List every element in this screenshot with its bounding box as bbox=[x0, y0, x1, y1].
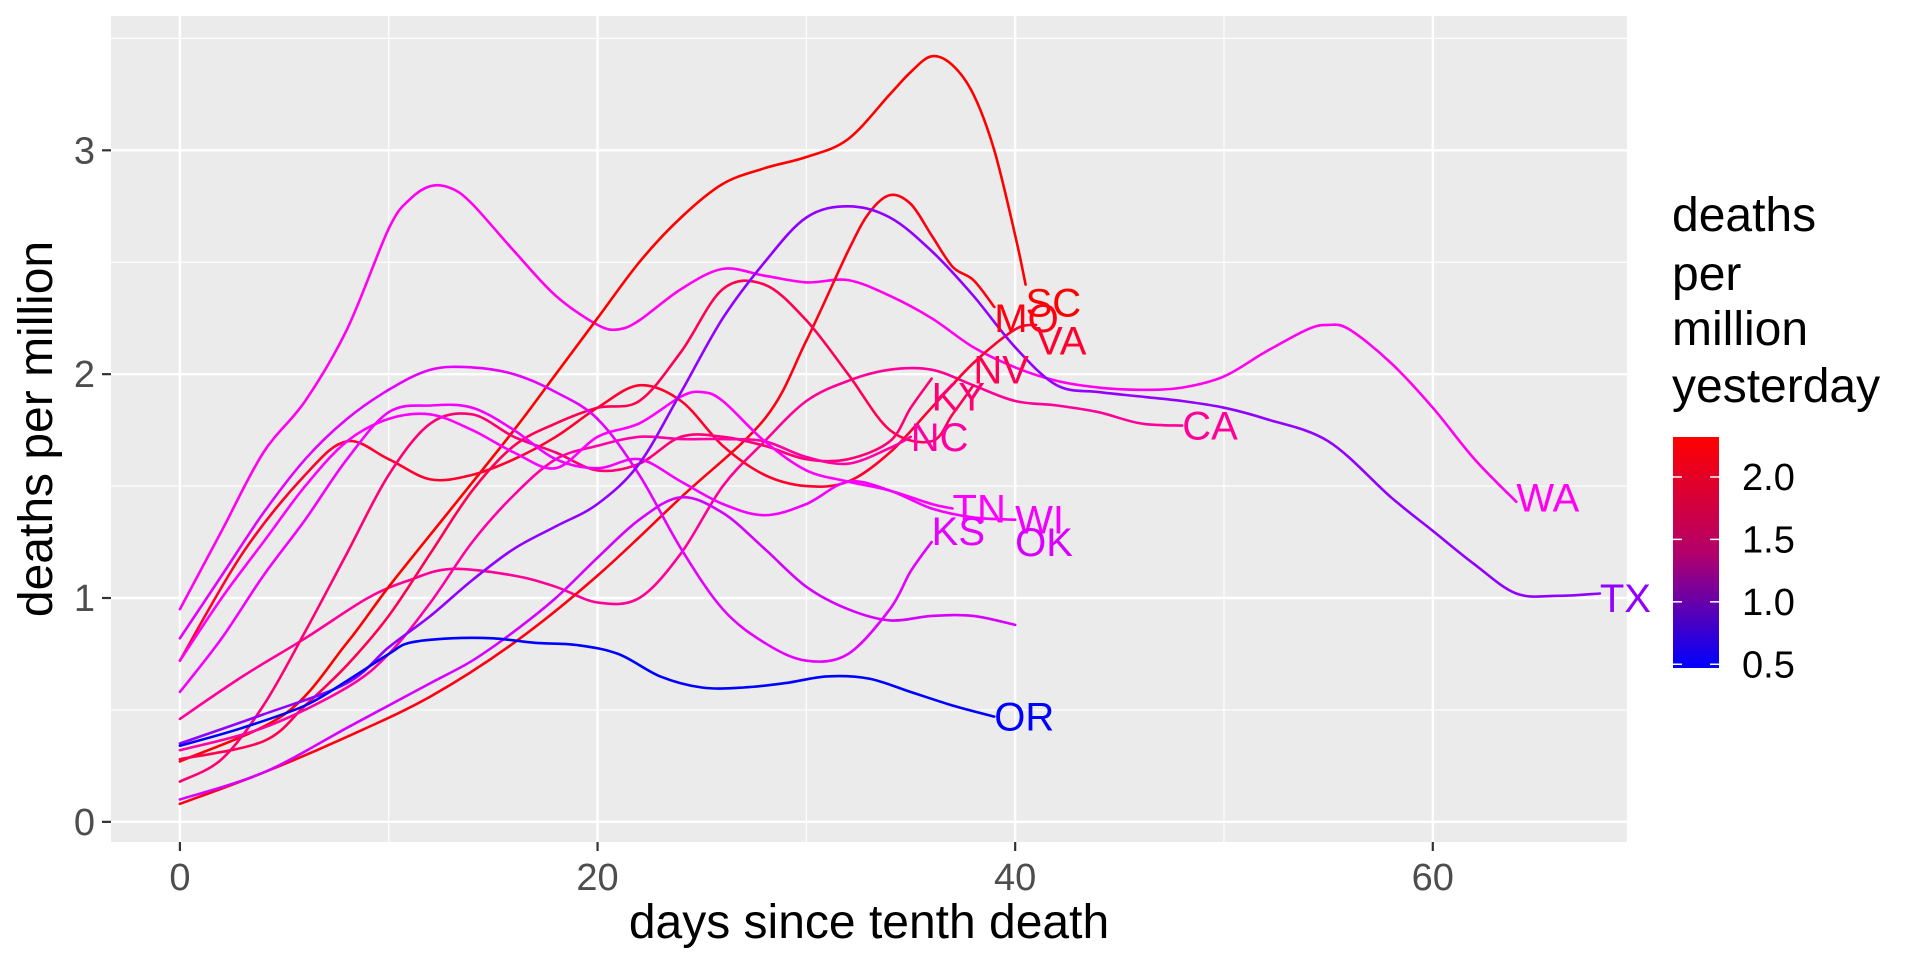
series-line-ok bbox=[178, 495, 1017, 801]
series-label-or: OR bbox=[994, 696, 1054, 740]
x-axis-title: days since tenth death bbox=[629, 896, 1109, 949]
colorbar-tick-label: 2.0 bbox=[1742, 457, 1795, 499]
legend-title: deaths per million yesterday bbox=[1672, 189, 1880, 413]
plot-panel bbox=[111, 16, 1627, 842]
colorbar-ticks: 2.0 1.5 1.0 0.5 bbox=[1673, 457, 1795, 686]
series-line-mo bbox=[178, 193, 996, 806]
legend-title-line: per bbox=[1672, 248, 1741, 301]
y-axis: 0 1 2 3 bbox=[74, 130, 111, 844]
y-tick-label: 1 bbox=[74, 578, 95, 620]
series-line-va bbox=[178, 323, 1038, 662]
y-tick-label: 0 bbox=[74, 802, 95, 844]
colorbar-tick-label: 1.5 bbox=[1742, 519, 1795, 561]
series-line-or bbox=[178, 636, 996, 747]
series-label-ok: OK bbox=[1015, 521, 1073, 565]
series-line-nc bbox=[178, 435, 913, 752]
series-label-ky: KY bbox=[932, 376, 985, 420]
series-line-wi bbox=[178, 403, 1017, 694]
series-line-tx bbox=[178, 205, 1602, 745]
series-line-wa bbox=[178, 183, 1518, 611]
legend-title-line: million bbox=[1672, 303, 1808, 356]
series-label-mo: MO bbox=[994, 297, 1058, 341]
series-label-wi: WI bbox=[1015, 499, 1064, 543]
legend-title-line: yesterday bbox=[1672, 360, 1880, 413]
legend: deaths per million yesterday 2.0 1.5 1.0 0.… bbox=[1672, 189, 1880, 686]
series-label-wa: WA bbox=[1516, 476, 1579, 520]
series-line-ks bbox=[178, 365, 933, 663]
series-label-ks: KS bbox=[932, 510, 985, 554]
legend-title-line: deaths bbox=[1672, 189, 1816, 242]
series-line-tn bbox=[178, 390, 954, 662]
series-label-ca: CA bbox=[1182, 405, 1238, 449]
series-line-ky bbox=[178, 377, 933, 783]
series-label-tx: TX bbox=[1600, 577, 1651, 621]
series-line-sc bbox=[178, 54, 1027, 763]
x-tick-label: 20 bbox=[576, 857, 618, 899]
series-line-nv bbox=[178, 279, 975, 761]
series-label-sc: SC bbox=[1026, 282, 1082, 326]
y-tick-label: 3 bbox=[74, 130, 95, 172]
colorbar bbox=[1673, 437, 1719, 668]
series-label-va: VA bbox=[1036, 320, 1087, 364]
x-axis: 0 20 40 60 bbox=[169, 842, 1454, 899]
colorbar-tick-label: 0.5 bbox=[1742, 644, 1795, 686]
series-label-tn: TN bbox=[953, 487, 1006, 531]
x-tick-label: 0 bbox=[169, 857, 190, 899]
series-label-nv: NV bbox=[973, 349, 1029, 393]
y-axis-title: deaths per million bbox=[10, 241, 63, 617]
series-lines bbox=[178, 54, 1602, 806]
x-tick-label: 60 bbox=[1412, 857, 1454, 899]
series-label-nc: NC bbox=[911, 416, 969, 460]
y-tick-label: 2 bbox=[74, 354, 95, 396]
x-tick-label: 40 bbox=[994, 857, 1036, 899]
colorbar-tick-label: 1.0 bbox=[1742, 582, 1795, 624]
